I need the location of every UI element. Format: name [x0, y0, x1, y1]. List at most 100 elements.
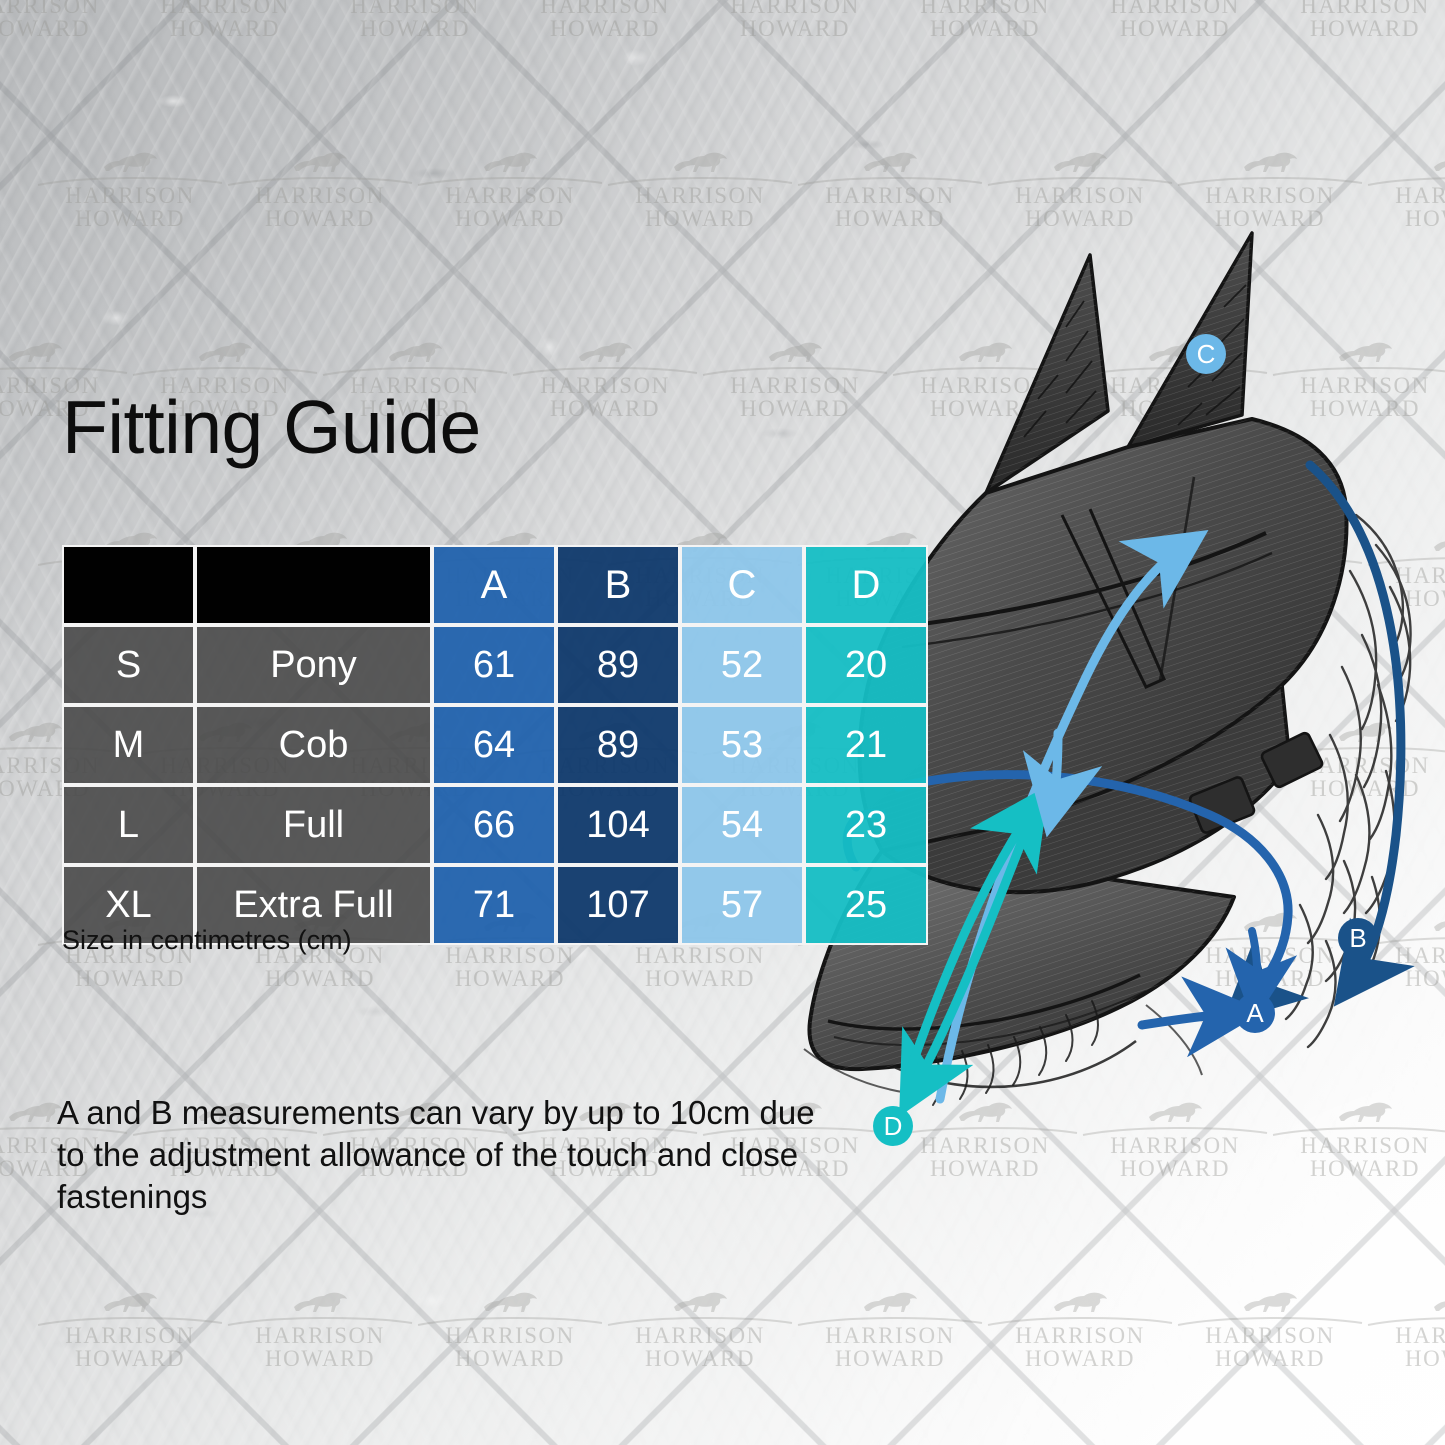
watermark-line-1: HARRISON	[1205, 183, 1335, 208]
watermark-line-1: HARRISON	[1110, 753, 1240, 778]
cell-c: 57	[680, 865, 804, 945]
watermark-line-1: HARRISON	[1015, 1323, 1145, 1348]
watermark-line-2: HOWARD	[645, 966, 755, 992]
galloping-horse-icon	[0, 340, 140, 366]
galloping-horse-icon	[1260, 720, 1445, 746]
watermark-arc	[1070, 364, 1280, 376]
watermark-arc	[1260, 1124, 1445, 1136]
galloping-horse-icon	[975, 530, 1185, 556]
cell-size: L	[62, 785, 195, 865]
galloping-horse-icon	[120, 340, 330, 366]
watermark-arc	[1070, 744, 1280, 756]
watermark-line-2: HOWARD	[1310, 1156, 1420, 1182]
watermark-line-2: HOWARD	[740, 16, 850, 42]
watermark-line-1: HARRISON	[1300, 1133, 1430, 1158]
watermark-line-2: HOWARD	[265, 1346, 375, 1372]
watermark-line-2: HOWARD	[360, 16, 470, 42]
measurement-footnote: A and B measurements can vary by up to 1…	[57, 1094, 815, 1216]
galloping-horse-icon	[595, 150, 805, 176]
watermark-line-2: HOWARD	[835, 206, 945, 232]
watermark-arc	[785, 174, 995, 186]
callout-badge-b: B	[1338, 918, 1378, 958]
header-cell-blank-2	[195, 545, 432, 625]
galloping-horse-icon	[1165, 530, 1375, 556]
cell-b: 89	[556, 625, 680, 705]
table-row: L Full 66 104 54 23	[62, 785, 928, 865]
galloping-horse-icon	[595, 1290, 805, 1316]
watermark-arc	[595, 1314, 805, 1326]
watermark-line-1: HARRISON	[1015, 183, 1145, 208]
callout-badge-c: C	[1186, 334, 1226, 374]
watermark-line-2: HOWARD	[1025, 586, 1135, 612]
galloping-horse-icon	[405, 1290, 615, 1316]
galloping-horse-icon	[690, 340, 900, 366]
cell-a: 71	[432, 865, 556, 945]
cell-d: 21	[804, 705, 928, 785]
watermark-line-2: HOWARD	[1120, 776, 1230, 802]
galloping-horse-icon	[1260, 340, 1445, 366]
watermark-line-1: HARRISON	[920, 0, 1050, 18]
watermark-line-2: HOWARD	[1405, 586, 1445, 612]
watermark-line-1: HARRISON	[445, 1323, 575, 1348]
watermark-line-1: HARRISON	[1300, 753, 1430, 778]
watermark-line-2: HOWARD	[1215, 586, 1325, 612]
galloping-horse-icon	[1355, 1290, 1445, 1316]
watermark-line-1: HARRISON	[920, 373, 1050, 398]
cell-b: 104	[556, 785, 680, 865]
cell-size: XL	[62, 865, 195, 945]
watermark-line-2: HOWARD	[75, 966, 185, 992]
cell-c: 52	[680, 625, 804, 705]
watermark-line-1: HARRISON	[825, 943, 955, 968]
watermark-arc	[1260, 744, 1445, 756]
cell-a: 64	[432, 705, 556, 785]
watermark-line-1: HARRISON	[445, 943, 575, 968]
cell-c: 54	[680, 785, 804, 865]
watermark-line-2: HOWARD	[1310, 776, 1420, 802]
watermark-line-2: HOWARD	[740, 396, 850, 422]
watermark-line-2: HOWARD	[455, 1346, 565, 1372]
watermark-arc	[1355, 554, 1445, 566]
watermark-line-2: HOWARD	[550, 396, 660, 422]
cell-d: 20	[804, 625, 928, 705]
cell-name: Pony	[195, 625, 432, 705]
watermark-arc	[1165, 554, 1375, 566]
galloping-horse-icon	[1165, 150, 1375, 176]
watermark-line-1: HARRISON	[1300, 373, 1430, 398]
watermark-line-2: HOWARD	[75, 1346, 185, 1372]
watermark-arc	[880, 364, 1090, 376]
watermark-line-1: HARRISON	[635, 1323, 765, 1348]
watermark-arc	[25, 1314, 235, 1326]
watermark-line-2: HOWARD	[930, 396, 1040, 422]
watermark-arc	[120, 364, 330, 376]
galloping-horse-icon	[880, 340, 1090, 366]
galloping-horse-icon	[405, 150, 615, 176]
galloping-horse-icon	[975, 910, 1185, 936]
table-header-row: A B C D	[62, 545, 928, 625]
watermark-line-1: HARRISON	[635, 183, 765, 208]
watermark-line-1: HARRISON	[730, 0, 860, 18]
watermark-arc	[690, 364, 900, 376]
page-title: Fitting Guide	[62, 385, 481, 469]
cell-b: 107	[556, 865, 680, 945]
cell-name: Full	[195, 785, 432, 865]
galloping-horse-icon	[310, 340, 520, 366]
watermark-line-2: HOWARD	[1120, 1156, 1230, 1182]
